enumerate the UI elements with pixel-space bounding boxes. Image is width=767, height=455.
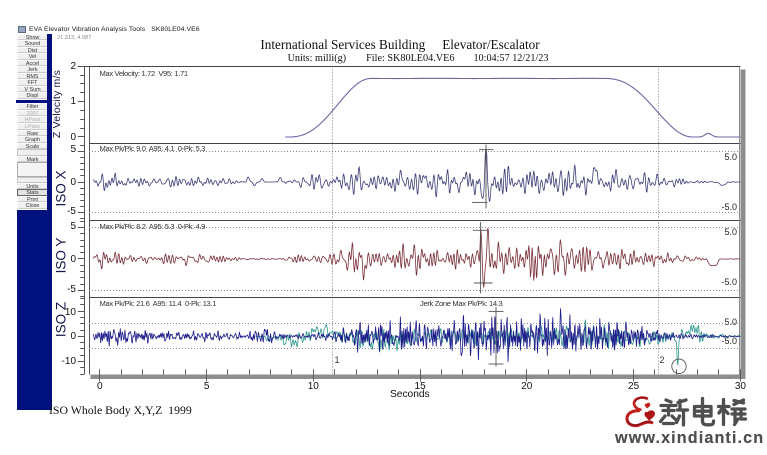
svg-text:www.xindianti.cn: www.xindianti.cn: [614, 429, 764, 447]
svg-text:www.xindianti.cn: www.xindianti.cn: [614, 429, 764, 447]
